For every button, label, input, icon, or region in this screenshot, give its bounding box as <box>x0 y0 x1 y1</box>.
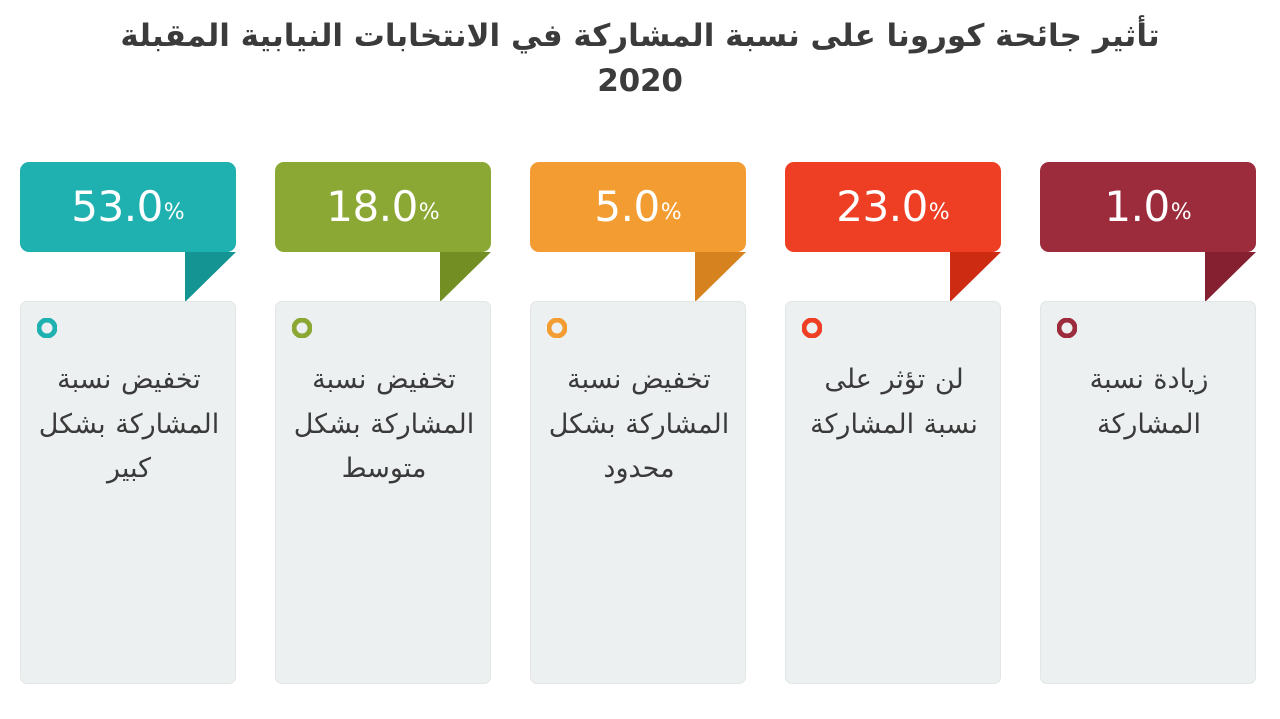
card-body: تخفيض نسبة المشاركة بشكل محدود <box>530 301 746 684</box>
percentage-unit: % <box>1170 200 1192 225</box>
percentage-unit: % <box>418 200 440 225</box>
card-label: تخفيض نسبة المشاركة بشكل متوسط <box>293 364 475 485</box>
donut-icon <box>37 318 57 338</box>
percentage-unit: % <box>928 200 950 225</box>
card-body: تخفيض نسبة المشاركة بشكل كبير <box>20 301 236 684</box>
stat-card[interactable]: 53.0% تخفيض نسبة المشاركة بشكل كبير <box>20 162 236 684</box>
bubble-tail-icon <box>1205 252 1256 302</box>
percentage-unit: % <box>163 200 185 225</box>
cards-row: 1.0% زيادة نسبة المشاركة 23.0% لن تؤثر ع… <box>20 162 1256 692</box>
percentage-unit: % <box>660 200 682 225</box>
percentage-value: 1.0 <box>1104 182 1170 231</box>
stat-card[interactable]: 23.0% لن تؤثر على نسبة المشاركة <box>785 162 1001 684</box>
percentage-value: 23.0 <box>836 182 928 231</box>
stat-card[interactable]: 1.0% زيادة نسبة المشاركة <box>1040 162 1256 684</box>
card-label: زيادة نسبة المشاركة <box>1089 364 1209 440</box>
bubble-tail-icon <box>950 252 1001 302</box>
percentage-value: 18.0 <box>326 182 418 231</box>
percentage-bubble: 23.0% <box>785 162 1001 252</box>
donut-icon <box>547 318 567 338</box>
bubble-tail-icon <box>695 252 746 302</box>
percentage-bubble: 1.0% <box>1040 162 1256 252</box>
page-title: تأثير جائحة كورونا على نسبة المشاركة في … <box>0 14 1280 104</box>
donut-icon <box>802 318 822 338</box>
percentage-value: 5.0 <box>594 182 660 231</box>
bubble-tail-icon <box>440 252 491 302</box>
card-body: تخفيض نسبة المشاركة بشكل متوسط <box>275 301 491 684</box>
donut-icon <box>292 318 312 338</box>
bubble-tail-icon <box>185 252 236 302</box>
percentage-bubble: 18.0% <box>275 162 491 252</box>
percentage-bubble: 5.0% <box>530 162 746 252</box>
stat-card[interactable]: 18.0% تخفيض نسبة المشاركة بشكل متوسط <box>275 162 491 684</box>
card-label: لن تؤثر على نسبة المشاركة <box>810 364 978 440</box>
page-title-line-2: 2020 <box>597 62 683 99</box>
stat-card[interactable]: 5.0% تخفيض نسبة المشاركة بشكل محدود <box>530 162 746 684</box>
donut-icon <box>1057 318 1077 338</box>
page-title-line-1: تأثير جائحة كورونا على نسبة المشاركة في … <box>120 18 1160 54</box>
card-label: تخفيض نسبة المشاركة بشكل محدود <box>548 364 730 485</box>
card-body: زيادة نسبة المشاركة <box>1040 301 1256 684</box>
percentage-value: 53.0 <box>71 182 163 231</box>
card-body: لن تؤثر على نسبة المشاركة <box>785 301 1001 684</box>
percentage-bubble: 53.0% <box>20 162 236 252</box>
card-label: تخفيض نسبة المشاركة بشكل كبير <box>38 364 220 485</box>
